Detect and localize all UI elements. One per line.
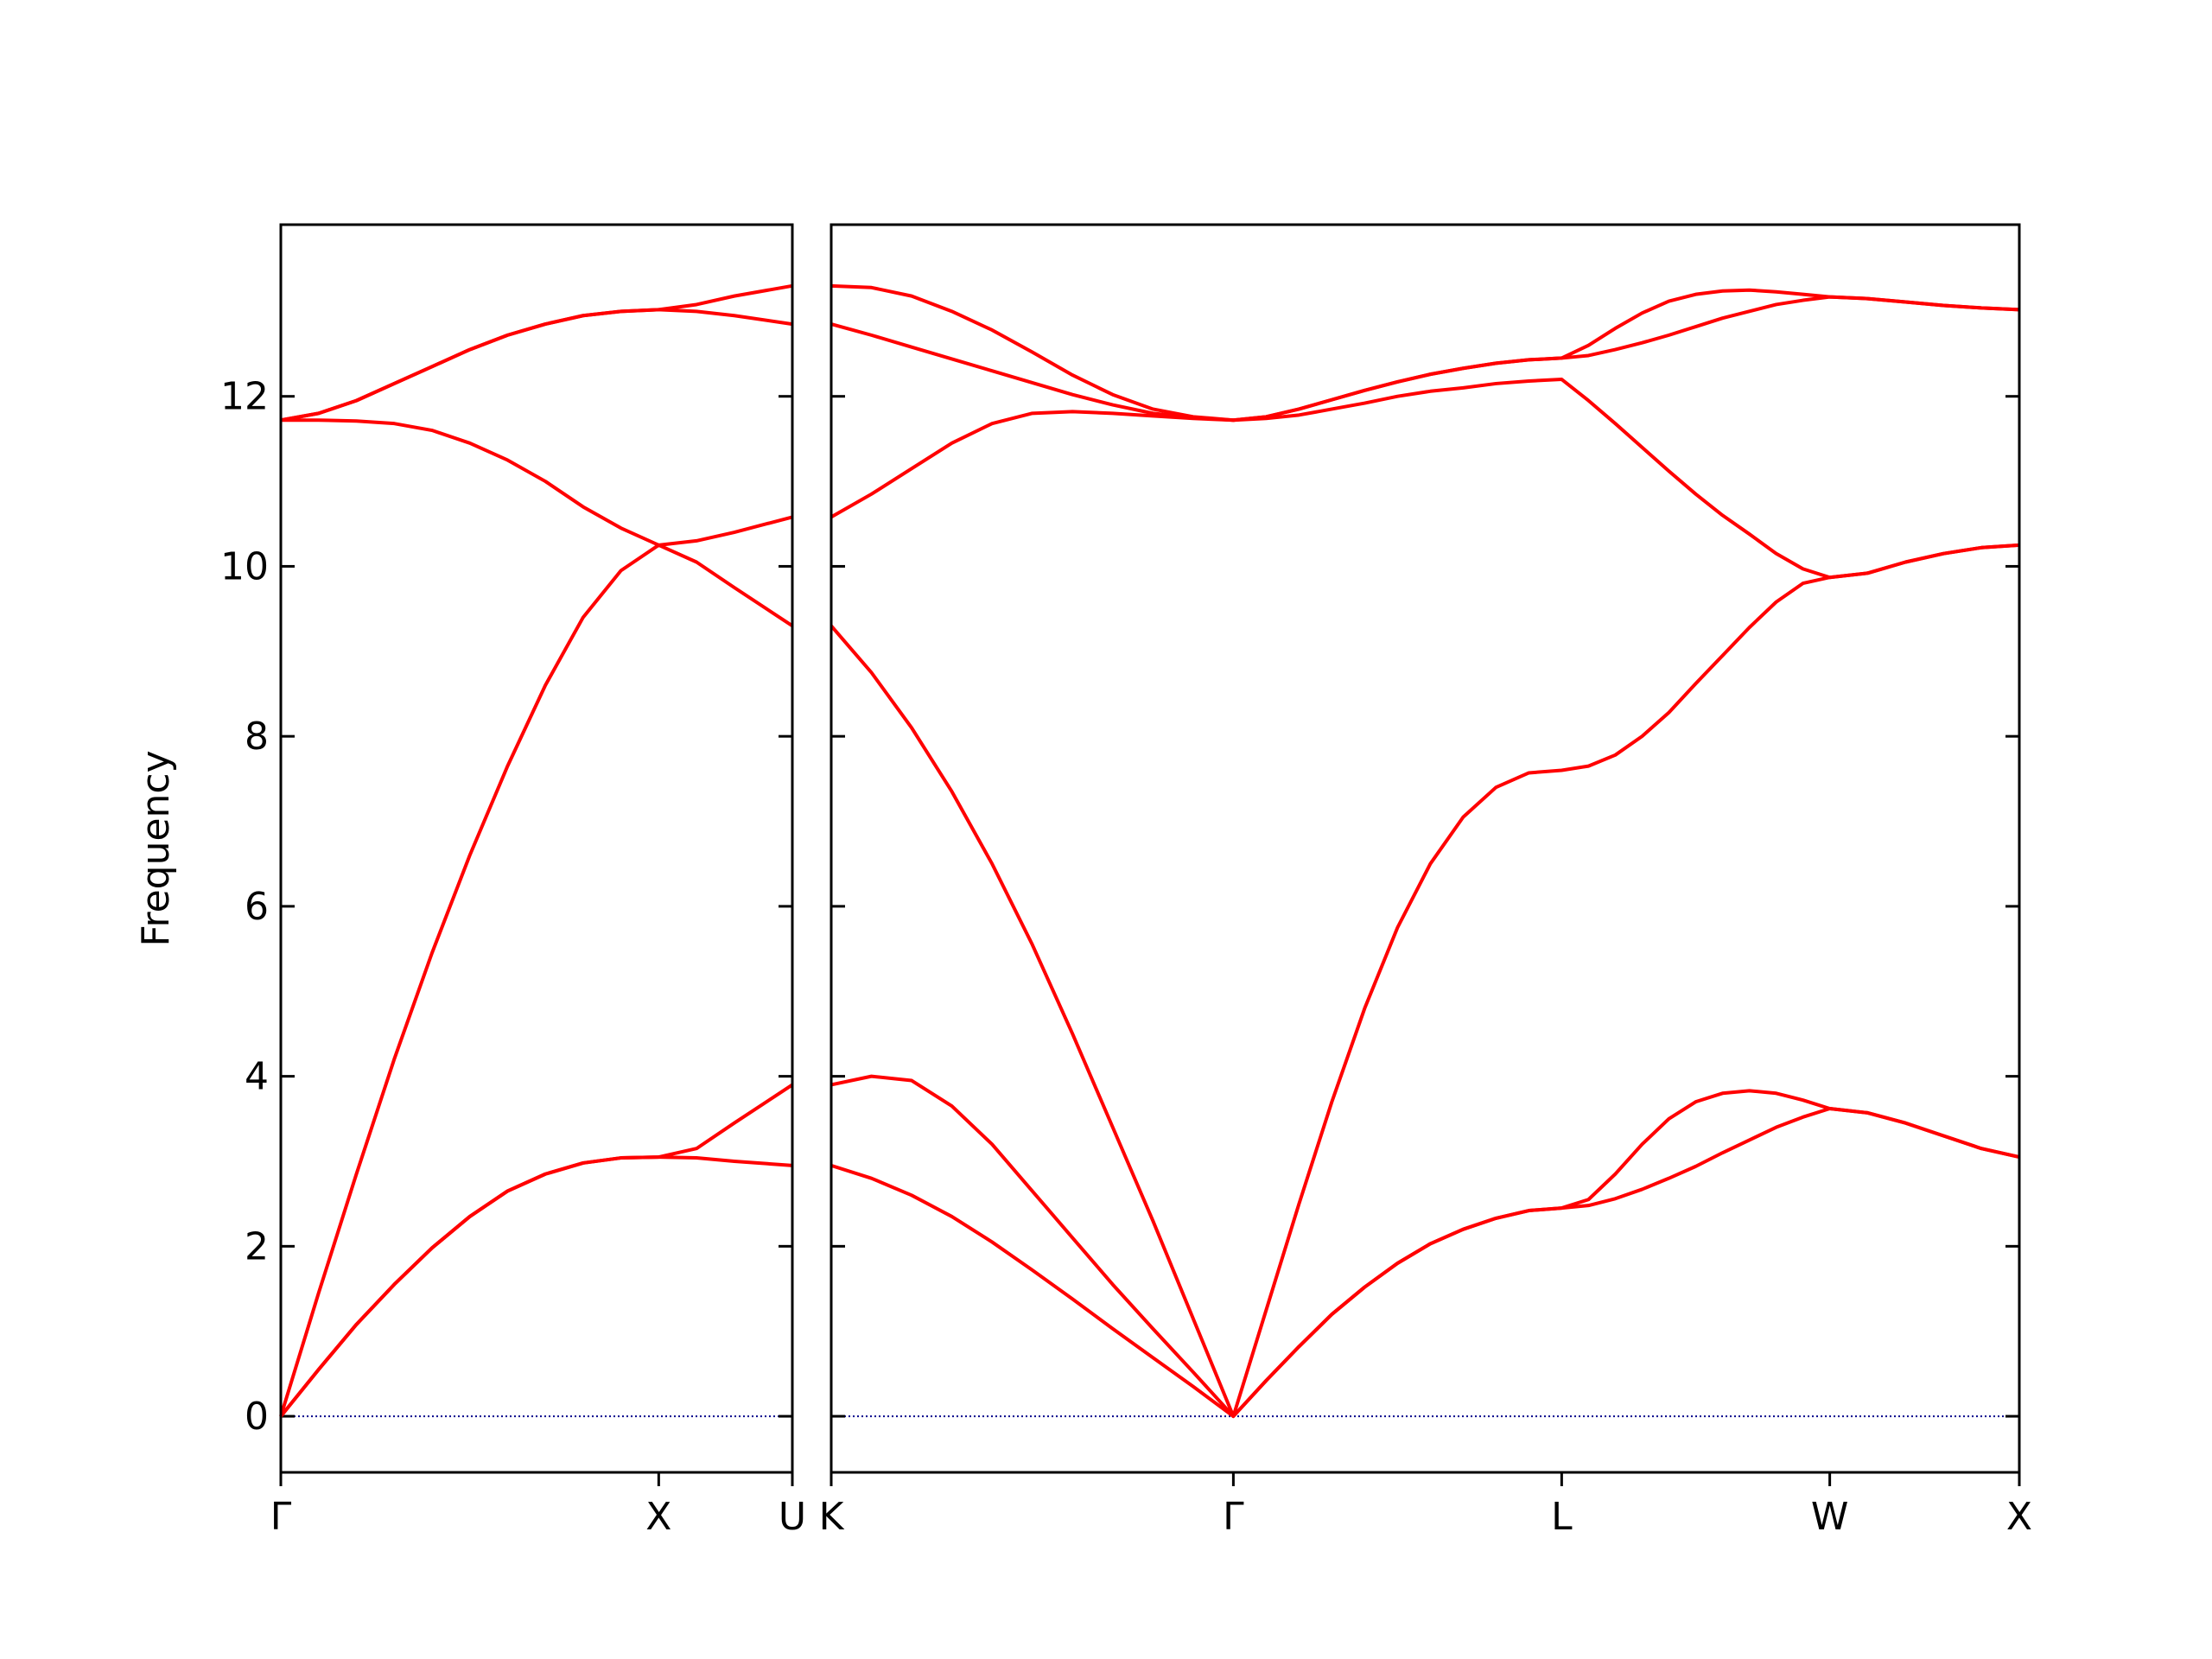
plot-frame <box>830 223 2021 1474</box>
y-tick-label: 2 <box>245 1224 269 1268</box>
y-tick-label: 10 <box>220 544 269 588</box>
x-tick-label: W <box>1811 1495 1849 1539</box>
band-line <box>830 295 2020 423</box>
band-line <box>830 378 2020 580</box>
x-tick-label: X <box>645 1495 671 1539</box>
band-line <box>830 1107 2020 1419</box>
band-line <box>279 543 794 1417</box>
y-tick-label: 4 <box>245 1055 269 1099</box>
band-line <box>830 283 2020 423</box>
x-tick-label: Γ <box>1223 1495 1244 1539</box>
x-tick-label: Γ <box>270 1495 292 1539</box>
y-axis-label: Frequency <box>134 750 178 946</box>
plot-frame <box>279 223 794 1474</box>
x-tick-label: U <box>779 1495 806 1539</box>
band-line <box>280 283 793 423</box>
band-line <box>830 543 2020 1419</box>
y-tick-label: 8 <box>245 715 269 759</box>
y-tick-label: 12 <box>220 375 269 419</box>
band-line <box>830 1074 2020 1419</box>
band-line <box>281 418 793 547</box>
y-tick-label: 6 <box>245 885 269 929</box>
x-tick-label: K <box>819 1495 845 1539</box>
y-tick-label: 0 <box>245 1395 269 1439</box>
x-tick-label: X <box>2006 1495 2032 1539</box>
x-tick-label: L <box>1551 1495 1573 1539</box>
band-line <box>279 1083 794 1418</box>
band-line <box>279 1155 793 1418</box>
